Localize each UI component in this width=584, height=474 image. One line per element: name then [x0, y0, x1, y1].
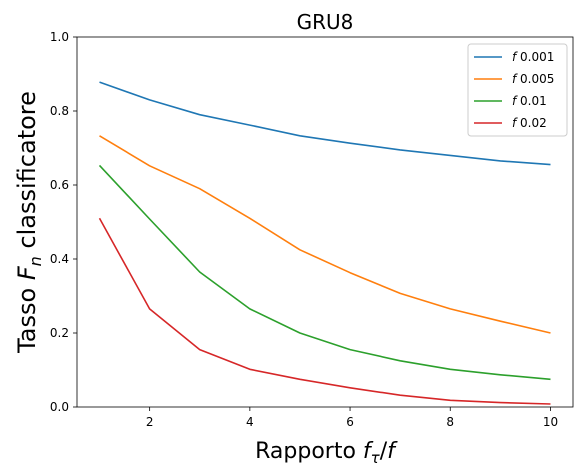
- legend-label-0: f 0.001: [512, 50, 554, 64]
- y-tick-label: 0.2: [50, 326, 69, 340]
- x-axis-ticks: 2 4 6 8 10: [146, 407, 558, 429]
- series-line-2: [98, 164, 551, 381]
- legend: f 0.001 f 0.005 f 0.01 f 0.02: [467, 43, 568, 137]
- x-tick-label: 2: [146, 415, 154, 429]
- y-tick-label: 0.4: [50, 252, 69, 266]
- series-line-1: [99, 135, 551, 334]
- x-tick-label: 4: [246, 415, 254, 429]
- series-line-3: [98, 217, 551, 405]
- legend-label-3: f 0.02: [512, 116, 547, 130]
- plot-area: 2 4 6 8 10 0.0 0.2 0.4 0.6 0.8 1.0: [50, 30, 574, 429]
- legend-box: [467, 43, 568, 137]
- chart-title: GRU8: [297, 10, 354, 34]
- x-axis-label: Rapporto fτ/f: [255, 439, 398, 467]
- legend-label-2: f 0.01: [512, 94, 547, 108]
- y-axis-ticks: 0.0 0.2 0.4 0.6 0.8 1.0: [50, 30, 77, 414]
- series-group: [98, 81, 551, 405]
- x-tick-label: 6: [346, 415, 354, 429]
- y-tick-label: 0.0: [50, 400, 69, 414]
- y-axis-label: Tasso Fn classificatore: [13, 91, 45, 354]
- x-tick-label: 8: [446, 415, 454, 429]
- y-tick-label: 0.8: [50, 104, 69, 118]
- y-tick-label: 0.6: [50, 178, 69, 192]
- series-line-0: [99, 81, 551, 166]
- y-tick-label: 1.0: [50, 30, 69, 44]
- plot-frame: [76, 36, 574, 408]
- x-tick-label: 10: [543, 415, 558, 429]
- legend-label-1: f 0.005: [512, 72, 554, 86]
